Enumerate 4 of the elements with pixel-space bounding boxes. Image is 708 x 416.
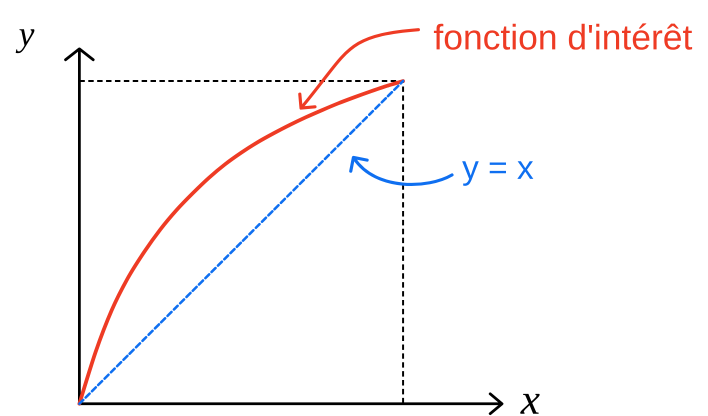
x-axis-title: x [520, 394, 540, 414]
legend-label: y = x [462, 161, 534, 186]
series-label: fonction d'intérêt [434, 23, 692, 50]
y-axis-title: y [16, 29, 34, 54]
